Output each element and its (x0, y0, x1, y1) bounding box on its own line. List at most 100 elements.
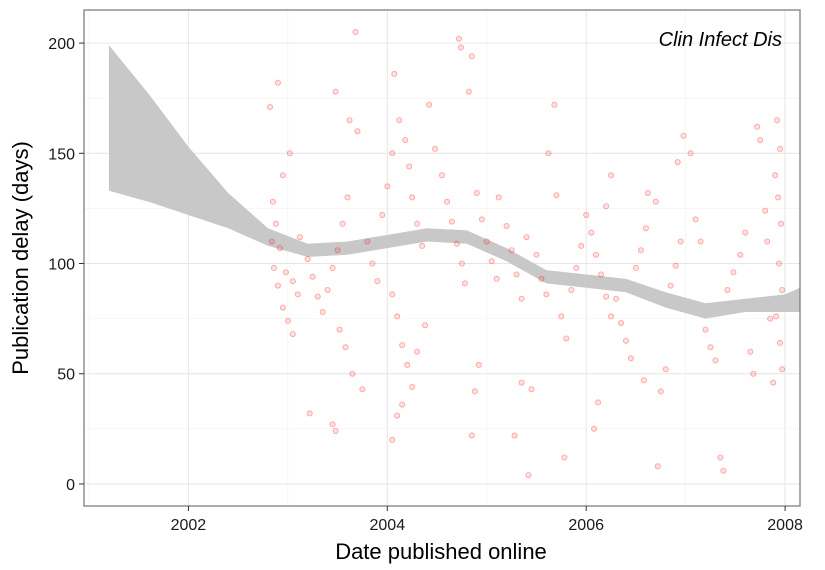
scatter-point (742, 229, 749, 236)
scatter-point (274, 282, 281, 289)
scatter-point (750, 370, 757, 377)
scatter-point (528, 386, 535, 393)
scatter-point (523, 234, 530, 241)
scatter-point (553, 192, 560, 199)
scatter-point (511, 432, 518, 439)
scatter-point (674, 159, 681, 166)
scatter-point (344, 194, 351, 201)
scatter-point (426, 101, 433, 108)
scatter-point (538, 275, 545, 282)
scatter-point (296, 234, 303, 241)
scatter-point (319, 308, 326, 315)
scatter-point (414, 348, 421, 355)
scatter-point (332, 427, 339, 434)
scatter-point (578, 242, 585, 249)
scatter-point (332, 88, 339, 95)
scatter-point (346, 117, 353, 124)
scatter-point (289, 331, 296, 338)
scatter-point (270, 264, 277, 271)
scatter-point (473, 189, 480, 196)
scatter-point (282, 269, 289, 276)
scatter-point (623, 337, 630, 344)
scatter-point (680, 132, 687, 139)
scatter-point (702, 326, 709, 333)
scatter-point (324, 286, 331, 293)
scatter-point (438, 172, 445, 179)
scatter-point (525, 472, 532, 479)
scatter-point (662, 366, 669, 373)
scatter-point (483, 238, 490, 245)
scatter-point (717, 454, 724, 461)
scatter-point (583, 211, 590, 218)
scatter-point (369, 260, 376, 267)
scatter-point (389, 291, 396, 298)
scatter-point (329, 264, 336, 271)
scatter-point (471, 388, 478, 395)
scatter-point (518, 379, 525, 386)
scatter-point (724, 286, 731, 293)
scatter-point (457, 44, 464, 51)
scatter-point (389, 150, 396, 157)
scatter-point (652, 198, 659, 205)
scatter-point (458, 260, 465, 267)
scatter-point (777, 145, 784, 152)
scatter-point (453, 240, 460, 247)
scatter-point (778, 220, 785, 227)
scatter-point (379, 211, 386, 218)
scatter-point (543, 291, 550, 298)
scatter-point (677, 238, 684, 245)
scatter-point (779, 366, 786, 373)
x-tick-label: 2004 (370, 517, 406, 534)
scatter-point (627, 355, 634, 362)
y-axis-title: Publication delay (days) (8, 141, 33, 375)
scatter-point (391, 70, 398, 77)
scatter-point (488, 258, 495, 265)
scatter-point (309, 273, 316, 280)
scatter-point (573, 264, 580, 271)
scatter-point (632, 264, 639, 271)
scatter-point (399, 342, 406, 349)
scatter-point (697, 238, 704, 245)
scatter-point (767, 315, 774, 322)
scatter-point (448, 218, 455, 225)
scatter-point (737, 251, 744, 258)
scatter-point (637, 247, 644, 254)
scatter-point (772, 172, 779, 179)
scatter-point (591, 425, 598, 432)
scatter-point (419, 242, 426, 249)
x-tick-label: 2006 (568, 517, 604, 534)
scatter-point (269, 198, 276, 205)
scatter-point (588, 229, 595, 236)
scatter-point (475, 361, 482, 368)
scatter-point (354, 128, 361, 135)
scatter-point (394, 412, 401, 419)
plot-panel-border (83, 9, 801, 507)
scatter-point (667, 282, 674, 289)
scatter-point (762, 207, 769, 214)
x-tick-label: 2008 (767, 517, 803, 534)
scatter-point (276, 245, 283, 252)
scatter-point (518, 295, 525, 302)
scatter-point (478, 216, 485, 223)
scatter-point (414, 220, 421, 227)
scatter-point (707, 344, 714, 351)
scatter-point (468, 53, 475, 60)
scatter-point (389, 436, 396, 443)
scatter-point (396, 117, 403, 124)
y-tick-label: 150 (48, 146, 75, 163)
scatter-point (289, 278, 296, 285)
scatter-point (779, 286, 786, 293)
scatter-point (757, 137, 764, 144)
scatter-point (513, 271, 520, 278)
scatter-point (431, 145, 438, 152)
scatter-point (672, 262, 679, 269)
y-tick-label: 200 (48, 36, 75, 53)
journal-annotation: Clin Infect Dis (659, 29, 782, 51)
x-axis-title: Date published online (335, 539, 547, 564)
scatter-point (608, 313, 615, 320)
scatter-point (304, 256, 311, 263)
scatter-point (268, 238, 275, 245)
axes: 0 50 100 150 200 2002 2004 2006 2008 (48, 36, 803, 534)
scatter-point (404, 361, 411, 368)
